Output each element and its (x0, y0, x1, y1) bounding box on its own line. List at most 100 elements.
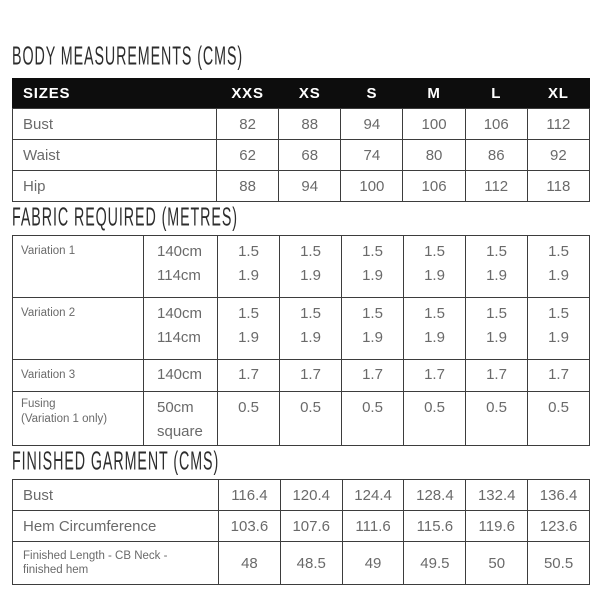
value-line: 1.7 (548, 366, 569, 383)
value-line: 1.7 (362, 366, 383, 383)
sizes-header-cell: SIZES (12, 78, 217, 109)
value-cell: 123.6 (527, 510, 590, 542)
value-line: 0.5 (548, 399, 569, 416)
size-column-header-m: M (402, 78, 466, 109)
value-cell: 1.5 1.9 (465, 297, 528, 360)
size-column-header-l: L (464, 78, 528, 109)
value-cell: 1.5 1.9 (217, 297, 280, 360)
value-line: 0.5 (486, 399, 507, 416)
row-label-line: Variation 3 (21, 368, 76, 381)
value-cell: 92 (526, 139, 591, 171)
value-line: 0.5 (300, 399, 321, 416)
value-cell: 82 (215, 108, 280, 140)
value-cell: 1.7 (465, 359, 528, 392)
fabric-width-line: 114cm (157, 329, 201, 346)
table-row-waist: Waist 62 68 74 80 86 92 (12, 139, 591, 171)
value-cell: 0.5 (341, 391, 404, 446)
value-line: 1.9 (300, 329, 321, 346)
value-cell: 1.5 1.9 (403, 297, 466, 360)
value-line: 1.9 (486, 267, 507, 284)
value-line: 1.5 (362, 305, 383, 322)
value-cell: 1.5 1.9 (217, 235, 280, 298)
value-cell: 0.5 (465, 391, 528, 446)
row-label-cell: Variation 2 (12, 297, 144, 360)
value-cell: 112 (464, 170, 528, 202)
fabric-width-cell: 140cm (143, 359, 218, 392)
value-line: 1.7 (238, 366, 259, 383)
table-row-variation-1: Variation 1 140cm 114cm 1.5 1.9 1.5 1.9 … (12, 235, 590, 298)
value-cell: 68 (278, 139, 342, 171)
value-line: 1.9 (548, 329, 569, 346)
value-cell: 1.7 (279, 359, 342, 392)
value-line: 1.9 (424, 329, 445, 346)
value-line: 1.5 (362, 243, 383, 260)
value-cell: 1.7 (403, 359, 466, 392)
table-row-variation-3: Variation 3 140cm 1.7 1.7 1.7 1.7 (12, 359, 590, 392)
value-cell: 88 (215, 170, 280, 202)
fabric-width-cell: 140cm 114cm (143, 235, 218, 298)
row-label-cell: Fusing (Variation 1 only) (12, 391, 144, 446)
value-cell: 116.4 (218, 479, 281, 511)
value-cell: 1.7 (341, 359, 404, 392)
value-cell: 86 (464, 139, 528, 171)
fabric-required-heading: FABRIC REQUIRED (METRES) (12, 202, 238, 232)
value-cell: 118 (526, 170, 591, 202)
value-cell: 94 (278, 170, 342, 202)
value-cell: 50.5 (527, 541, 590, 585)
fabric-required-table: Variation 1 140cm 114cm 1.5 1.9 1.5 1.9 … (12, 235, 590, 446)
value-cell: 115.6 (403, 510, 467, 542)
value-cell: 88 (278, 108, 342, 140)
size-column-header-s: S (340, 78, 404, 109)
value-cell: 1.7 (527, 359, 590, 392)
fabric-width-line: square (157, 423, 203, 440)
value-line: 1.5 (238, 305, 259, 322)
value-cell: 1.5 1.9 (279, 297, 342, 360)
value-cell: 111.6 (341, 510, 405, 542)
fabric-width-cell: 50cm square (143, 391, 218, 446)
table-row-finished-length: Finished Length - CB Neck - finished hem… (12, 541, 590, 585)
table-row-variation-2: Variation 2 140cm 114cm 1.5 1.9 1.5 1.9 … (12, 297, 590, 360)
value-cell: 48 (218, 541, 281, 585)
value-cell: 80 (402, 139, 466, 171)
body-measurements-table: SIZES XXS XS S M L XL Bust 82 88 94 100 … (12, 78, 591, 202)
value-cell: 1.7 (217, 359, 280, 392)
value-line: 1.9 (486, 329, 507, 346)
row-label-cell: Hip (12, 170, 217, 202)
value-cell: 1.5 1.9 (465, 235, 528, 298)
value-line: 0.5 (424, 399, 445, 416)
fabric-width-line: 140cm (157, 366, 203, 383)
row-label-line: Fusing (21, 398, 56, 410)
value-cell: 49 (341, 541, 405, 585)
size-column-header-xxs: XXS (215, 78, 280, 109)
value-cell: 0.5 (279, 391, 342, 446)
value-cell: 94 (340, 108, 404, 140)
fabric-width-line: 140cm (157, 243, 203, 260)
body-measurements-heading: BODY MEASUREMENTS (CMS) (12, 41, 244, 71)
fabric-width-line: 114cm (157, 267, 201, 284)
value-line: 1.7 (424, 366, 445, 383)
row-label-cell: Bust (12, 479, 219, 511)
value-cell: 128.4 (403, 479, 467, 511)
value-line: 1.9 (300, 267, 321, 284)
value-line: 1.5 (300, 305, 321, 322)
value-cell: 136.4 (527, 479, 590, 511)
value-cell: 1.5 1.9 (527, 297, 590, 360)
value-cell: 119.6 (465, 510, 529, 542)
value-line: 1.9 (548, 267, 569, 284)
value-line: 1.9 (238, 267, 259, 284)
value-line: 1.5 (486, 243, 507, 260)
value-cell: 106 (464, 108, 528, 140)
value-cell: 120.4 (279, 479, 343, 511)
value-line: 0.5 (362, 399, 383, 416)
value-cell: 1.5 1.9 (403, 235, 466, 298)
table-row-hip: Hip 88 94 100 106 112 118 (12, 170, 591, 202)
value-line: 1.5 (486, 305, 507, 322)
fabric-width-cell: 140cm 114cm (143, 297, 218, 360)
value-line: 1.5 (424, 305, 445, 322)
fabric-width-line: 50cm (157, 399, 194, 416)
value-cell: 132.4 (465, 479, 529, 511)
value-line: 1.9 (362, 267, 383, 284)
table-row-finished-bust: Bust 116.4 120.4 124.4 128.4 132.4 136.4 (12, 479, 590, 511)
value-cell: 0.5 (403, 391, 466, 446)
value-cell: 1.5 1.9 (527, 235, 590, 298)
